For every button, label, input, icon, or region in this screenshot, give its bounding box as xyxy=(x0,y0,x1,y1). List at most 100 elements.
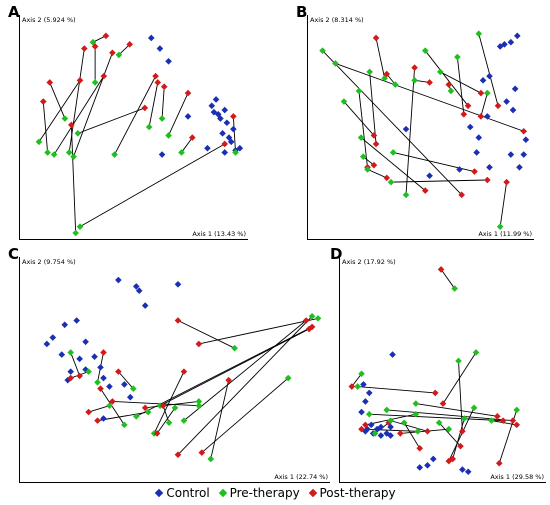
post-therapy-point xyxy=(305,325,313,333)
post-therapy-point xyxy=(372,140,380,148)
pre-therapy-point xyxy=(50,151,58,158)
control-point xyxy=(49,334,57,341)
pre-therapy-point xyxy=(35,138,43,146)
pre-therapy-point xyxy=(94,378,101,386)
pair-connector-line xyxy=(375,37,386,79)
x-axis-label-a: Axis 1 (13.43 %) xyxy=(192,229,246,238)
pair-connector-line xyxy=(49,82,66,119)
post-therapy-point xyxy=(180,368,188,375)
pre-therapy-point xyxy=(436,68,444,76)
control-point xyxy=(367,421,375,429)
y-axis-label-b: Axis 2 (8.314 %) xyxy=(310,16,364,24)
pair-connector-line xyxy=(70,352,81,377)
post-therapy-point xyxy=(424,427,431,435)
control-point xyxy=(219,130,226,137)
pre-therapy-point xyxy=(65,149,73,156)
post-therapy-point xyxy=(445,457,453,465)
scatter-plot-d xyxy=(348,266,521,476)
control-point xyxy=(97,364,104,371)
pre-therapy-point xyxy=(61,115,69,122)
pair-connector-line xyxy=(181,137,193,153)
post-therapy-point xyxy=(115,368,122,375)
control-point xyxy=(115,276,122,284)
pre-therapy-point xyxy=(319,47,326,54)
pre-therapy-point xyxy=(129,385,137,392)
pre-therapy-point xyxy=(180,417,188,424)
legend-item-post-therapy: Post-therapy xyxy=(308,486,396,500)
pre-therapy-point xyxy=(455,357,462,365)
pre-therapy-point xyxy=(44,149,51,156)
post-therapy-point xyxy=(68,121,75,129)
pair-connector-line xyxy=(210,380,230,460)
pair-connector-line xyxy=(38,80,81,143)
control-point xyxy=(503,98,510,105)
post-therapy-point xyxy=(495,459,503,467)
panel-label-b: B xyxy=(296,3,308,21)
pair-connector-line xyxy=(118,43,130,56)
pre-therapy-point xyxy=(355,87,363,95)
post-therapy-point xyxy=(189,134,196,141)
pre-therapy-point xyxy=(513,406,521,414)
control-point xyxy=(208,102,216,110)
post-therapy-point xyxy=(109,49,116,57)
control-point xyxy=(426,172,433,180)
pair-connector-line xyxy=(478,33,499,106)
pair-connector-line xyxy=(112,401,199,407)
pre-therapy-point xyxy=(354,383,361,390)
post-therapy-point xyxy=(152,72,159,80)
post-therapy-point xyxy=(159,402,167,410)
control-point xyxy=(58,351,66,358)
pair-connector-line xyxy=(452,418,465,460)
control-point xyxy=(76,355,83,363)
pre-therapy-point xyxy=(165,132,172,139)
pre-therapy-point xyxy=(132,413,140,420)
pre-therapy-point xyxy=(402,191,410,199)
control-point xyxy=(377,432,385,439)
control-point xyxy=(121,381,128,388)
panel-b: B Axis 2 (8.314 %) Axis 1 (11.99 %) xyxy=(275,0,550,245)
pair-connector-line xyxy=(351,373,362,387)
control-point xyxy=(43,340,51,348)
pair-connector-line xyxy=(448,407,475,462)
post-therapy-point xyxy=(102,32,110,40)
post-therapy-point xyxy=(499,417,507,424)
pre-therapy-point xyxy=(488,417,495,424)
pre-therapy-point xyxy=(496,223,504,230)
control-point xyxy=(514,32,521,40)
post-therapy-point xyxy=(458,191,465,199)
post-therapy-point xyxy=(100,349,107,356)
control-point xyxy=(360,381,367,388)
post-therapy-point xyxy=(85,408,92,416)
control-point xyxy=(362,398,369,405)
post-therapy-point xyxy=(362,421,369,429)
post-therapy-point xyxy=(141,104,149,112)
pre-therapy-point xyxy=(308,312,316,320)
pair-connector-line xyxy=(153,371,185,434)
control-point xyxy=(424,462,431,469)
legend: Control Pre-therapy Post-therapy xyxy=(0,485,550,500)
pre-therapy-point xyxy=(121,421,128,429)
control-point xyxy=(174,281,182,288)
control-point xyxy=(165,57,172,65)
post-therapy-point xyxy=(174,451,182,458)
pair-connector-line xyxy=(183,320,307,421)
pre-therapy-point xyxy=(171,404,179,412)
x-axis-label-c: Axis 1 (22.74 %) xyxy=(274,472,328,481)
control-point xyxy=(141,302,149,309)
pre-therapy-point xyxy=(470,404,478,412)
pre-therapy-point xyxy=(91,79,99,86)
post-therapy-point xyxy=(494,102,502,110)
pair-connector-line xyxy=(53,75,105,155)
pre-therapy-point xyxy=(158,115,166,122)
pair-connector-line xyxy=(343,101,375,136)
control-point xyxy=(212,96,220,103)
pair-connector-line xyxy=(442,352,477,404)
pre-therapy-point xyxy=(67,349,74,356)
post-therapy-point xyxy=(141,404,149,412)
control-point xyxy=(184,113,192,120)
control-point xyxy=(516,163,523,171)
control-point xyxy=(387,432,394,439)
pre-therapy-point xyxy=(366,68,373,76)
control-point xyxy=(475,134,483,141)
post-therapy-point xyxy=(445,81,453,88)
